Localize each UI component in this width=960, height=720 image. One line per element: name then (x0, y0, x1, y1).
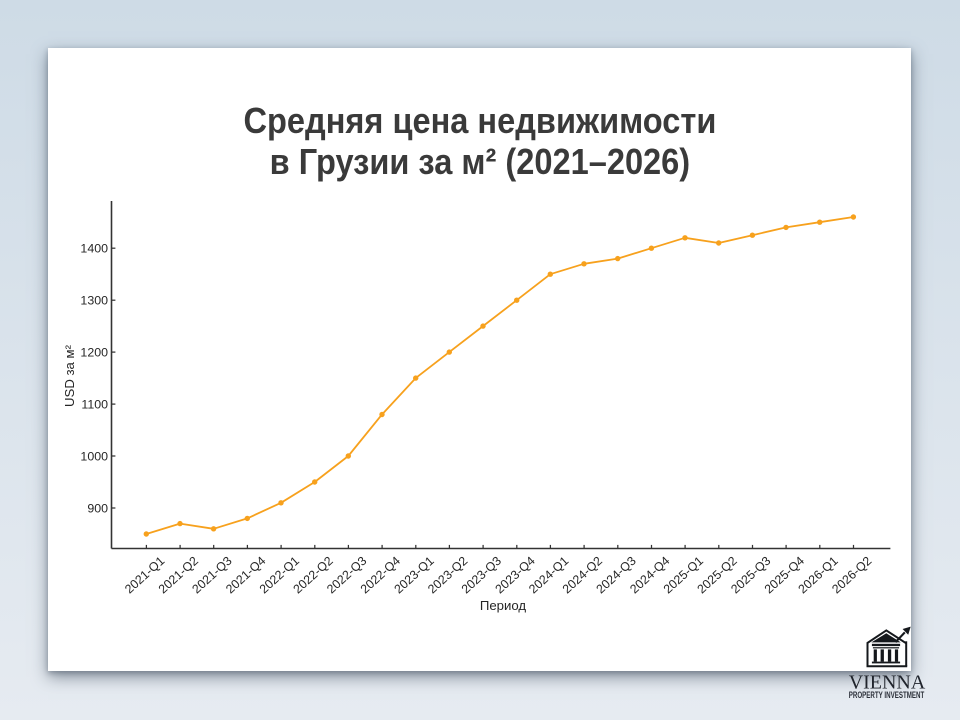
svg-text:PROPERTY INVESTMENT: PROPERTY INVESTMENT (849, 690, 925, 700)
svg-text:900: 900 (87, 501, 108, 515)
svg-text:1400: 1400 (80, 242, 108, 256)
svg-text:USD за м²: USD за м² (62, 344, 77, 407)
svg-text:1300: 1300 (80, 294, 108, 308)
svg-text:VIENNA: VIENNA (849, 671, 926, 693)
svg-text:1100: 1100 (81, 398, 108, 412)
svg-text:Период: Период (480, 598, 527, 613)
svg-text:1200: 1200 (80, 346, 108, 360)
svg-text:1000: 1000 (80, 449, 108, 463)
